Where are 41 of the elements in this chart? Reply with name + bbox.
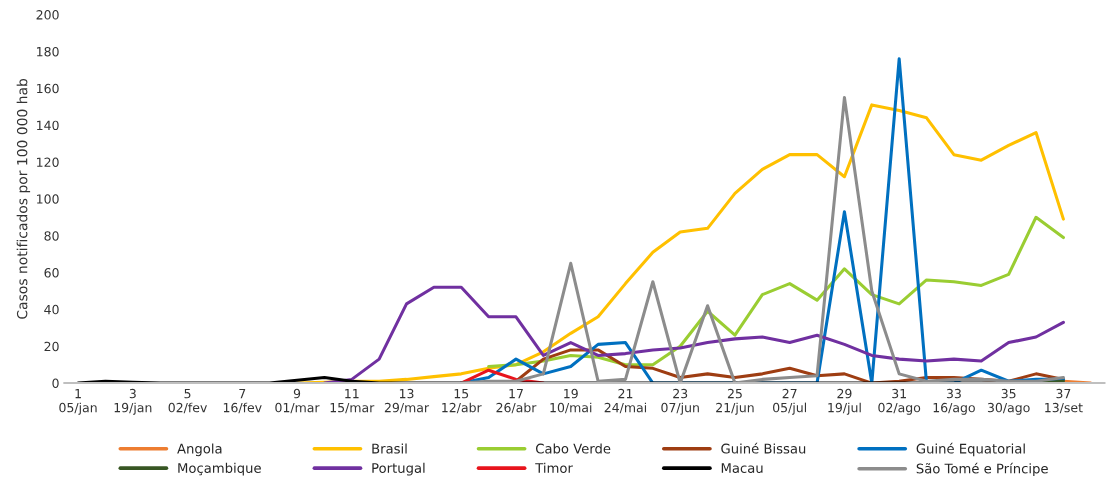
x-tick-label: 29 19/jul — [828, 388, 861, 415]
x-tick-label: 27 05/jul — [773, 388, 807, 415]
legend-label: Brasil — [372, 443, 407, 454]
x-tick-label: 17 26/abr — [496, 389, 537, 414]
x-tick-label: 21 24/mai — [604, 388, 647, 414]
x-tick-label: 23 07/jun — [661, 388, 699, 415]
x-tick-label: 7 16/fev — [223, 389, 262, 414]
legend-label: Portugal — [372, 462, 425, 476]
y-tick-label: 100 — [37, 194, 59, 204]
legend-label: Macau — [721, 463, 763, 473]
legend-label: Moçambique — [178, 462, 261, 476]
y-tick-label: 140 — [37, 120, 59, 131]
y-tick-label: 40 — [44, 304, 59, 315]
y-tick-label: 0 — [52, 378, 59, 389]
y-tick-label: 160 — [37, 83, 59, 94]
x-tick-label: 19 10/mai — [550, 388, 592, 414]
legend-label: Guiné Bissau — [721, 442, 806, 454]
y-tick-label: 80 — [44, 231, 59, 241]
legend-label: Guiné Equatorial — [916, 442, 1025, 457]
x-tick-label: 31 02/ago — [878, 388, 921, 415]
x-tick-label: 13 29/mar — [384, 388, 430, 414]
x-tick-label: 33 16/ago — [933, 388, 975, 415]
x-tick-label: 3 19/jan — [114, 388, 152, 415]
legend-label: Angola — [177, 443, 222, 457]
legend-label: Cabo Verde — [535, 443, 611, 454]
x-tick-label: 37 13/set — [1045, 388, 1083, 414]
legend-label: Timor — [535, 462, 573, 473]
x-tick-label: 35 30/ago — [987, 388, 1030, 415]
x-tick-label: 11 15/mar — [330, 389, 375, 414]
y-tick-label: 200 — [36, 10, 59, 20]
legend-label: São Tomé e Príncipe — [916, 462, 1048, 477]
x-tick-label: 9 01/mar — [275, 388, 320, 414]
y-tick-label: 120 — [37, 157, 59, 167]
x-tick-label: 25 21/jun — [716, 388, 754, 415]
y-tick-label: 60 — [44, 268, 59, 278]
y-tick-label: 180 — [37, 46, 59, 57]
x-tick-label: 15 12/abr — [442, 389, 482, 414]
x-tick-label: 5 02/fev — [168, 389, 207, 414]
y-axis-title: Casos notificados por 100 000 hab — [16, 78, 31, 319]
x-tick-label: 1 05/jan — [59, 389, 97, 415]
y-tick-label: 20 — [44, 341, 59, 352]
